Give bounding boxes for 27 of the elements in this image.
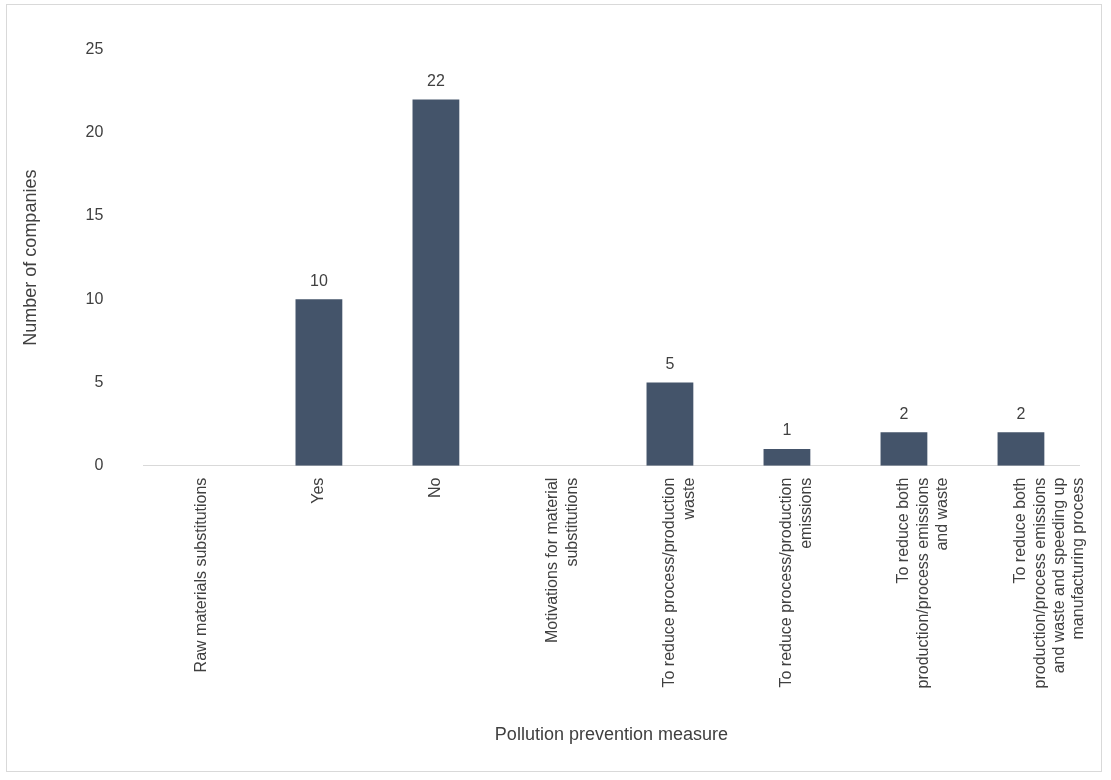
bar [880, 432, 928, 466]
y-tick-label: 20 [85, 123, 104, 141]
x-axis-title: Pollution prevention measure [494, 724, 728, 745]
data-label: 1 [782, 421, 792, 439]
data-label: 22 [427, 71, 445, 89]
x-tick-label: Raw materials substitutions [192, 477, 210, 673]
data-label: 10 [310, 271, 328, 289]
data-label: 2 [1016, 404, 1026, 422]
y-tick-label: 15 [85, 206, 104, 224]
y-tick-label: 0 [94, 456, 104, 474]
x-tick-label: No [426, 477, 444, 499]
x-tick-label: Motivations for material substitutions [543, 477, 580, 644]
bar [295, 299, 343, 466]
y-tick-label: 25 [85, 40, 104, 58]
bar [763, 448, 811, 466]
bar [997, 432, 1045, 466]
x-tick-label: To reduce process/production waste [660, 477, 697, 688]
data-label: 5 [665, 354, 675, 372]
x-tick-label: To reduce both production/process emissions and waste [894, 477, 950, 689]
x-tick-label: Yes [309, 477, 327, 504]
bar [646, 382, 694, 466]
y-tick-label: 10 [85, 289, 104, 307]
bar [412, 99, 460, 466]
x-tick-label: To reduce process/production emissions [777, 477, 814, 688]
data-label: 2 [899, 404, 909, 422]
y-tick-label: 5 [94, 372, 104, 390]
y-axis-title: Number of companies [19, 169, 40, 346]
